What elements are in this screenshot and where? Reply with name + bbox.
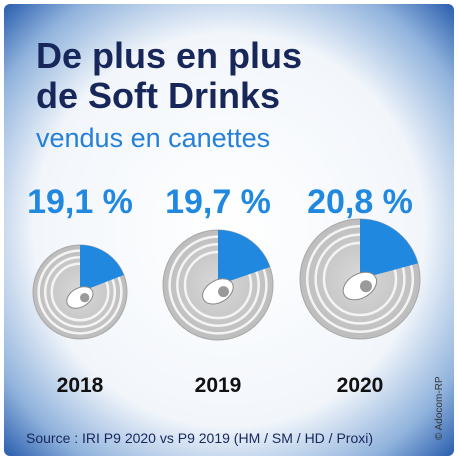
value-label: 19,1 %	[27, 183, 133, 221]
year-label: 2020	[337, 374, 384, 397]
pie-slice	[360, 219, 418, 279]
tab-hole	[360, 280, 372, 293]
year-label: 2019	[195, 374, 242, 397]
value-label: 20,8 %	[307, 183, 413, 221]
tab-hole	[218, 286, 229, 298]
pull-tab	[202, 278, 234, 305]
value-label: 19,7 %	[165, 183, 271, 221]
year-label: 2018	[57, 374, 104, 397]
pie-slice	[218, 230, 270, 285]
pie-slice	[80, 245, 124, 292]
title-line: de Soft Drinks	[36, 75, 280, 116]
subtitle: vendus en canettes	[36, 123, 270, 153]
credit: © Adocom-RP	[434, 376, 445, 440]
title-line: De plus en plus	[36, 35, 302, 76]
pull-tab	[66, 286, 94, 309]
source: Source : IRI P9 2020 vs P9 2019 (HM / SM…	[26, 430, 373, 446]
panel	[4, 4, 454, 456]
pull-tab	[342, 271, 378, 301]
tab-hole	[80, 292, 90, 303]
